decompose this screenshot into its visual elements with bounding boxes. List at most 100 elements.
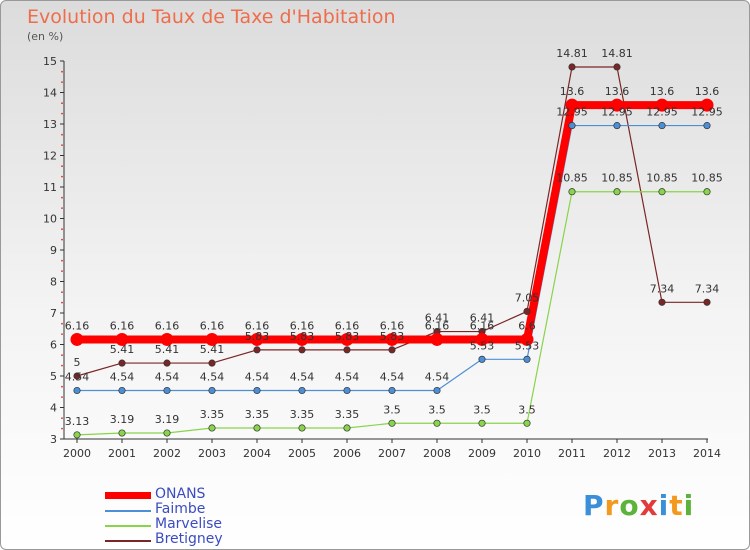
data-point-onans [430,332,444,346]
data-label-onans: 13.6 [650,85,675,98]
series-line-marvelise [76,191,707,436]
y-minor-tick [61,70,63,73]
data-label-marvelise: 3.35 [290,408,315,421]
data-label-onans: 6.16 [470,319,495,332]
data-point-onans [70,332,84,346]
y-minor-tick [61,196,63,199]
data-label-onans: 6.6 [518,319,536,332]
x-tick-label: 2000 [63,447,91,460]
data-point-faimbe [703,122,711,130]
legend-swatch-faimbe [105,510,151,512]
y-minor-tick [61,322,63,325]
y-minor-tick [61,238,63,241]
y-minor-tick [61,112,63,115]
legend-item-marvelise: Marvelise [105,516,325,533]
data-point-marvelise [343,424,351,432]
data-label-bretigney: 7.34 [695,282,720,295]
data-point-onans [565,98,579,112]
legend-swatch-marvelise [105,525,151,527]
data-label-onans: 13.6 [605,85,630,98]
legend-item-bretigney: Bretigney [105,531,325,548]
data-label-faimbe: 12.95 [601,106,633,119]
data-label-onans: 6.16 [290,319,315,332]
data-label-faimbe: 4.54 [155,370,180,383]
legend-item-onans: ONANS [105,486,325,503]
x-tick-label: 2007 [378,447,406,460]
data-label-faimbe: 5.53 [470,339,495,352]
data-point-marvelise [523,419,531,427]
data-label-bretigney: 14.81 [556,47,588,60]
data-label-marvelise: 3.13 [65,415,90,428]
data-label-marvelise: 3.5 [473,403,491,416]
data-label-faimbe: 12.95 [556,106,588,119]
data-point-faimbe [298,386,306,395]
logo-letter: i [683,489,695,522]
y-minor-tick [61,228,63,231]
legend-label-marvelise: Marvelise [155,516,222,532]
data-point-marvelise [163,429,171,437]
data-label-faimbe: 4.54 [245,370,270,383]
data-point-faimbe [658,122,666,130]
data-point-onans [700,98,714,112]
y-minor-tick [61,364,63,367]
x-tick-label: 2006 [333,447,361,460]
logo-letter: x [639,489,659,522]
x-tick-label: 2002 [153,447,181,460]
proxiti-logo: Proxiti [583,489,694,522]
data-point-bretigney [388,346,396,354]
y-minor-tick [61,144,63,147]
y-minor-tick [61,291,63,294]
x-tick-label: 2004 [243,447,271,460]
y-tick-label: 12 [43,150,57,163]
data-point-bretigney [253,346,261,354]
data-label-onans: 13.6 [560,85,585,98]
y-tick-label: 8 [50,276,57,289]
data-label-onans: 6.16 [245,319,270,332]
y-minor-tick [61,165,63,168]
x-tick-label: 2001 [108,447,136,460]
y-tick-label: 9 [50,244,57,257]
data-point-bretigney [118,359,126,367]
data-point-marvelise [478,419,486,427]
data-label-faimbe: 4.54 [200,370,225,383]
legend-item-faimbe: Faimbe [105,501,325,518]
data-point-marvelise [208,424,216,432]
data-point-bretigney [73,372,81,380]
legend: ONANS Faimbe Marvelise Bretigney [105,486,325,548]
data-label-bretigney: 5.41 [155,343,180,356]
data-label-faimbe: 12.95 [646,106,678,119]
data-point-marvelise [613,188,621,196]
y-tick-label: 5 [50,370,57,383]
data-label-onans: 13.6 [695,85,720,98]
data-point-onans [205,332,219,346]
data-label-onans: 6.16 [425,319,450,332]
data-point-onans [385,332,399,346]
data-label-faimbe: 4.54 [290,370,315,383]
data-point-faimbe [433,386,441,395]
data-point-onans [340,332,354,346]
data-point-faimbe [73,386,81,395]
y-tick-label: 10 [43,213,57,226]
data-point-onans [295,332,309,346]
x-tick-label: 2005 [288,447,316,460]
data-label-bretigney: 6.41 [425,312,450,325]
y-minor-tick [61,133,63,136]
data-label-bretigney: 5.83 [245,330,270,343]
data-point-bretigney [163,359,171,367]
y-tick-label: 3 [50,433,57,446]
data-point-bretigney [568,63,576,71]
data-point-faimbe [208,386,216,395]
data-point-onans [115,332,129,346]
data-point-bretigney [208,359,216,367]
x-tick-label: 2014 [693,447,721,460]
data-point-bretigney [298,346,306,354]
y-minor-tick [61,427,63,430]
data-point-marvelise [388,419,396,427]
logo-letter: P [583,489,605,522]
data-label-faimbe: 4.54 [335,370,360,383]
data-label-bretigney: 5.83 [380,330,405,343]
data-label-bretigney: 5.41 [110,343,135,356]
data-label-onans: 6.16 [110,319,135,332]
y-minor-tick [61,385,63,388]
y-minor-tick [61,301,63,304]
